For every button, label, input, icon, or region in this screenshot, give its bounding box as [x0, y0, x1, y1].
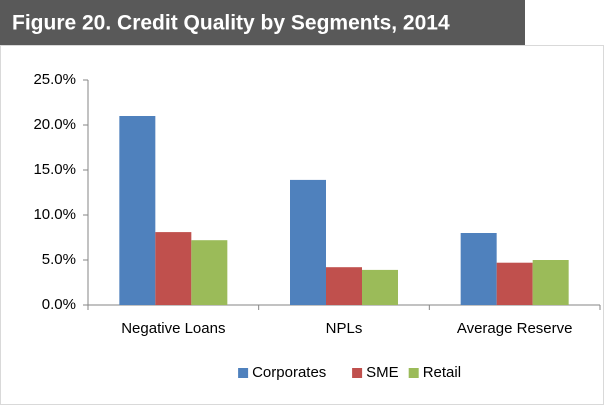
y-tick-label: 20.0%: [33, 116, 76, 133]
legend-label: Retail: [423, 364, 461, 381]
x-tick-label: Negative Loans: [121, 320, 225, 337]
legend-swatch: [238, 368, 249, 378]
bar: [460, 233, 497, 305]
x-tick-label: NPLs: [326, 320, 363, 337]
legend-label: SME: [366, 364, 399, 381]
legend-swatch: [352, 368, 363, 378]
y-tick-label: 5.0%: [42, 251, 76, 268]
bar: [191, 240, 228, 305]
bar: [326, 267, 362, 305]
bar: [119, 116, 156, 305]
header-bar: [0, 0, 525, 45]
bar: [496, 262, 533, 305]
legend-swatch: [408, 368, 419, 378]
y-tick-label: 15.0%: [33, 161, 76, 178]
bar: [290, 179, 326, 305]
legend-label: Corporates: [252, 364, 326, 381]
y-tick-label: 0.0%: [42, 296, 76, 313]
chart-title: Figure 20. Credit Quality by Segments, 2…: [12, 12, 450, 35]
chart-border: [0, 45, 604, 405]
bar: [532, 260, 569, 305]
bar: [362, 269, 398, 305]
y-tick-label: 10.0%: [33, 206, 76, 223]
bar: [155, 232, 192, 305]
y-tick-label: 25.0%: [33, 71, 76, 88]
x-tick-label: Average Reserve: [457, 320, 573, 337]
